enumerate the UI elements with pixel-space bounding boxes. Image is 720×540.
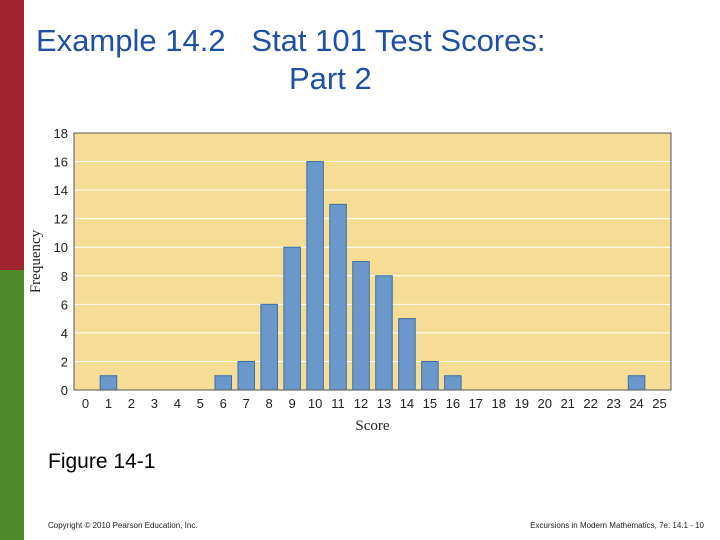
x-tick-label: 4 xyxy=(174,396,181,411)
bar-score-9 xyxy=(283,246,301,391)
x-tick-label: 18 xyxy=(492,396,506,411)
x-tick-label: 0 xyxy=(82,396,89,411)
plot-frame xyxy=(73,132,672,391)
x-tick-label: 12 xyxy=(354,396,368,411)
grid-lines xyxy=(74,161,671,362)
x-tick-label: 1 xyxy=(105,396,112,411)
copyright-footer: Copyright © 2010 Pearson Education, Inc. xyxy=(48,521,198,530)
bar-score-15 xyxy=(421,360,439,391)
x-tick-label: 2 xyxy=(128,396,135,411)
x-tick-label: 20 xyxy=(537,396,551,411)
y-tick-label: 10 xyxy=(54,240,68,255)
y-tick-label: 6 xyxy=(61,297,68,312)
y-tick-label: 16 xyxy=(54,155,68,170)
x-tick-label: 19 xyxy=(515,396,529,411)
side-band-red xyxy=(0,0,24,270)
x-tick-label: 25 xyxy=(652,396,666,411)
x-tick-label: 5 xyxy=(197,396,204,411)
x-tick-label: 21 xyxy=(560,396,574,411)
y-tick-label: 8 xyxy=(61,269,68,284)
x-tick-label: 17 xyxy=(469,396,483,411)
book-reference-footer: Excursions in Modern Mathematics, 7e: 14… xyxy=(530,521,704,530)
x-tick-label: 13 xyxy=(377,396,391,411)
x-axis-title: Score xyxy=(355,418,389,434)
bar-score-11 xyxy=(329,203,347,391)
x-tick-label: 9 xyxy=(289,396,296,411)
bar-score-1 xyxy=(99,375,118,391)
x-tick-label: 6 xyxy=(220,396,227,411)
bar-score-6 xyxy=(214,375,233,391)
bar-score-7 xyxy=(237,360,255,391)
y-axis-title: Frequency xyxy=(28,229,44,293)
bar-score-8 xyxy=(260,303,278,391)
y-tick-label: 14 xyxy=(54,183,68,198)
x-tick-label: 8 xyxy=(266,396,273,411)
x-tick-labels: 0 1 2 3 4 5 6 7 8 9 10 11 12 13 14 15 16 17 18 19 20 21 22 23 24… xyxy=(82,396,667,411)
slide-title-line1: Example 14.2 Stat 101 Test Scores: xyxy=(36,23,546,58)
x-tick-label: 11 xyxy=(331,396,345,411)
y-tick-label: 0 xyxy=(61,383,68,398)
bar-score-24 xyxy=(627,375,646,391)
y-tick-label: 4 xyxy=(61,326,68,341)
x-tick-label: 24 xyxy=(629,396,643,411)
x-tick-label: 7 xyxy=(243,396,250,411)
bar-score-16 xyxy=(444,375,462,391)
x-tick-label: 10 xyxy=(308,396,322,411)
x-tick-label: 3 xyxy=(151,396,158,411)
figure-caption: Figure 14-1 xyxy=(48,450,156,473)
bar-score-14 xyxy=(398,318,416,391)
bar-score-12 xyxy=(352,261,370,391)
x-tick-label: 15 xyxy=(423,396,437,411)
bar-score-10 xyxy=(306,161,324,391)
slide-title-line2: Part 2 xyxy=(289,61,372,96)
slide-title: Example 14.2 Stat 101 Test Scores: Part … xyxy=(36,22,546,98)
x-tick-label: 23 xyxy=(606,396,620,411)
x-tick-label: 22 xyxy=(583,396,597,411)
y-tick-label: 18 xyxy=(54,126,68,141)
x-tick-label: 14 xyxy=(400,396,414,411)
x-tick-label: 16 xyxy=(446,396,460,411)
side-band-green xyxy=(0,270,24,540)
y-tick-label: 2 xyxy=(61,354,68,369)
bar-score-13 xyxy=(375,275,393,391)
y-tick-label: 12 xyxy=(54,212,68,227)
y-tick-labels: 0 2 4 6 8 10 12 14 16 18 xyxy=(54,126,68,398)
plot-background xyxy=(74,133,671,390)
